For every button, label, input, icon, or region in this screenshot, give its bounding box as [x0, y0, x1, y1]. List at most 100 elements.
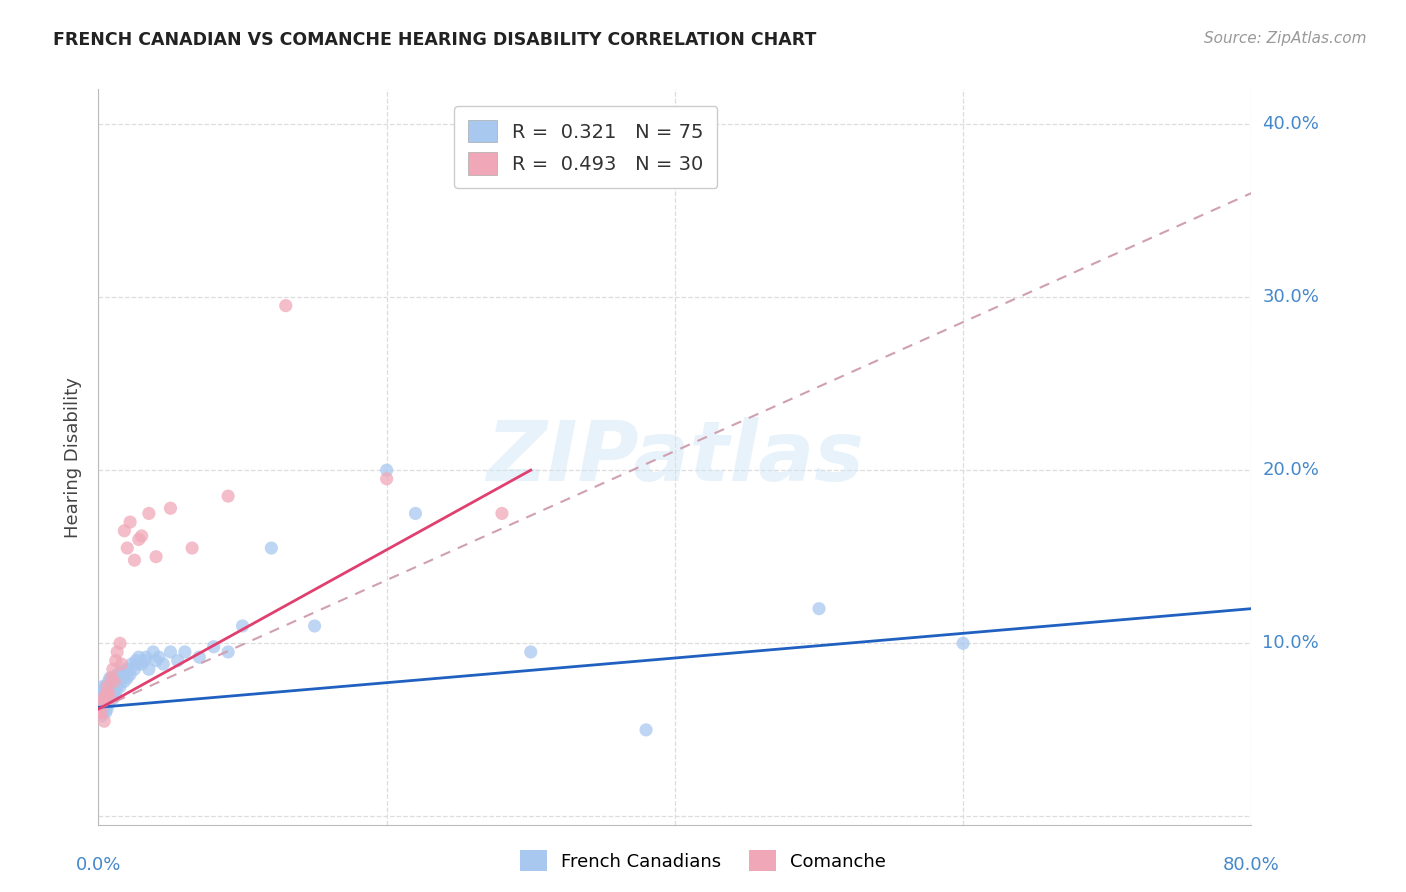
Point — [135, 650, 157, 665]
Text: ZIPatlas: ZIPatlas — [486, 417, 863, 498]
Point — [217, 645, 239, 659]
Point — [96, 680, 118, 694]
Text: FRENCH CANADIAN VS COMANCHE HEARING DISABILITY CORRELATION CHART: FRENCH CANADIAN VS COMANCHE HEARING DISA… — [53, 31, 817, 49]
Point — [952, 636, 974, 650]
Point — [97, 685, 120, 699]
Point — [108, 665, 131, 680]
Point — [105, 645, 128, 659]
Point — [93, 685, 115, 699]
Point — [166, 654, 188, 668]
Point — [111, 667, 134, 681]
Point — [181, 541, 204, 555]
Point — [304, 619, 326, 633]
Point — [89, 688, 111, 702]
Point — [152, 657, 174, 671]
Point — [91, 691, 114, 706]
Point — [103, 674, 125, 689]
Point — [131, 657, 153, 671]
Point — [97, 674, 120, 689]
Point — [101, 691, 124, 706]
Point — [97, 697, 120, 711]
Point — [90, 691, 112, 706]
Point — [112, 524, 135, 538]
Point — [108, 636, 131, 650]
Point — [142, 645, 165, 659]
Point — [131, 529, 153, 543]
Point — [375, 463, 398, 477]
Point — [98, 685, 121, 699]
Point — [103, 688, 125, 702]
Y-axis label: Hearing Disability: Hearing Disability — [63, 376, 82, 538]
Point — [138, 507, 160, 521]
Point — [89, 697, 111, 711]
Point — [91, 688, 114, 702]
Point — [114, 662, 136, 676]
Point — [98, 691, 121, 706]
Point — [127, 657, 149, 671]
Point — [93, 691, 115, 706]
Point — [124, 553, 146, 567]
Point — [138, 662, 160, 676]
Text: 10.0%: 10.0% — [1263, 634, 1319, 652]
Point — [98, 671, 121, 685]
Text: 20.0%: 20.0% — [1263, 461, 1319, 479]
Point — [188, 650, 211, 665]
Point — [103, 674, 125, 689]
Point — [260, 541, 283, 555]
Point — [90, 697, 112, 711]
Point — [90, 709, 112, 723]
Text: 30.0%: 30.0% — [1263, 288, 1319, 306]
Point — [117, 541, 139, 555]
Text: 40.0%: 40.0% — [1263, 115, 1319, 133]
Point — [120, 515, 142, 529]
Point — [145, 654, 167, 668]
Point — [105, 680, 128, 694]
Point — [375, 472, 398, 486]
Point — [110, 657, 132, 671]
Point — [117, 671, 139, 685]
Legend: French Canadians, Comanche: French Canadians, Comanche — [513, 843, 893, 879]
Point — [101, 683, 124, 698]
Point — [90, 702, 112, 716]
Point — [121, 657, 143, 671]
Point — [93, 714, 115, 729]
Point — [104, 671, 127, 685]
Point — [110, 671, 132, 685]
Point — [491, 507, 513, 521]
Point — [202, 640, 225, 654]
Point — [128, 650, 150, 665]
Point — [91, 680, 114, 694]
Point — [159, 501, 181, 516]
Point — [808, 601, 831, 615]
Legend: R =  0.321   N = 75, R =  0.493   N = 30: R = 0.321 N = 75, R = 0.493 N = 30 — [454, 106, 717, 188]
Point — [159, 645, 181, 659]
Point — [91, 706, 114, 720]
Point — [94, 680, 117, 694]
Point — [97, 688, 120, 702]
Point — [148, 650, 170, 665]
Text: 0.0%: 0.0% — [76, 855, 121, 873]
Point — [520, 645, 543, 659]
Point — [96, 685, 118, 699]
Point — [100, 688, 122, 702]
Point — [104, 654, 127, 668]
Point — [108, 680, 131, 694]
Point — [274, 299, 297, 313]
Point — [100, 680, 122, 694]
Point — [91, 697, 114, 711]
Point — [98, 691, 121, 706]
Point — [231, 619, 254, 633]
Point — [105, 667, 128, 681]
Point — [89, 706, 111, 720]
Point — [96, 702, 118, 716]
Point — [93, 700, 115, 714]
Point — [405, 507, 427, 521]
Point — [100, 671, 122, 685]
Point — [89, 706, 111, 720]
Point — [90, 706, 112, 720]
Point — [128, 533, 150, 547]
Point — [125, 654, 148, 668]
Point — [636, 723, 658, 737]
Point — [217, 489, 239, 503]
Point — [94, 688, 117, 702]
